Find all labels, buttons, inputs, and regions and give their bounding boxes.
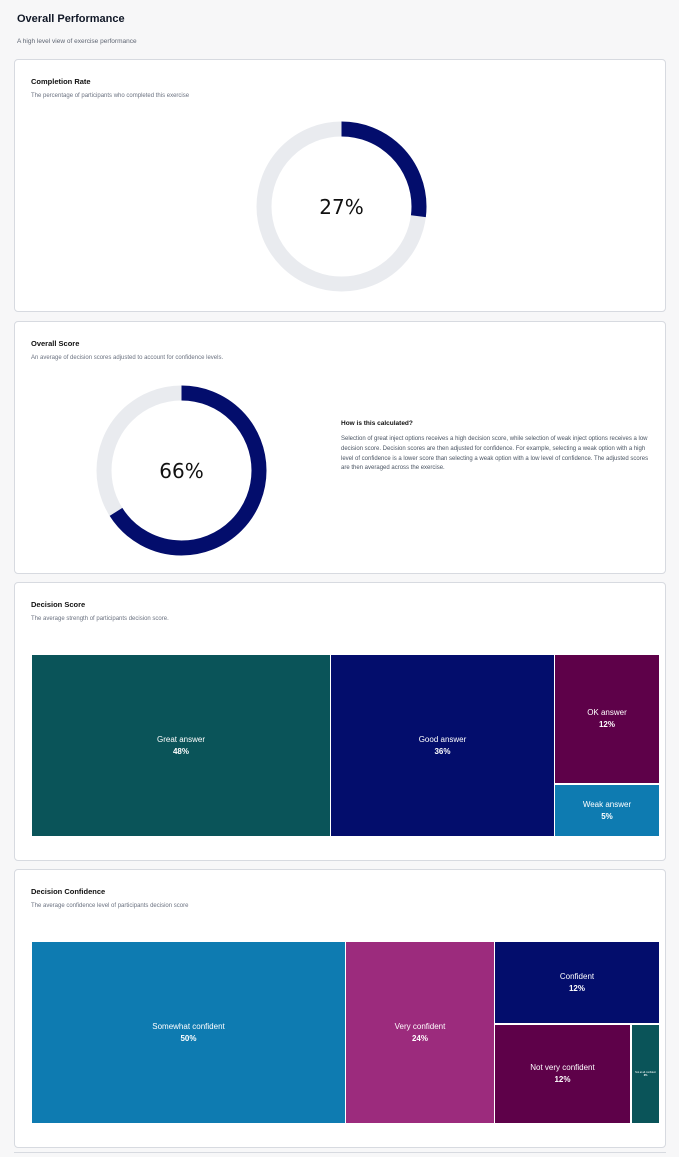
tile-ok-answer[interactable]: OK answer 12% [555,655,659,783]
page-header: Overall Performance A high level view of… [17,12,657,46]
tile-very-confident[interactable]: Very confident 24% [346,942,494,1123]
tile-percent: 48% [172,746,189,756]
tile-percent: 24% [411,1033,428,1043]
tile-label: Somewhat confident [152,1021,225,1031]
tile-label: Not at all confident [635,1070,656,1074]
page-title: Overall Performance [17,13,125,25]
decision-confidence-treemap: Somewhat confident 50% Very confident 24… [32,942,659,1123]
tile-percent: 50% [180,1033,197,1043]
completion-rate-card: Completion Rate The percentage of partic… [14,59,666,312]
tile-confident[interactable]: Confident 12% [495,942,659,1023]
tile-label: Very confident [394,1021,446,1031]
overall-score-donut-chart [96,385,267,556]
calculation-explanation: How is this calculated? Selection of gre… [341,419,655,474]
tile-percent: 5% [601,811,613,821]
tile-label: Confident [559,971,595,981]
tile-great-answer[interactable]: Great answer 48% [32,655,330,836]
overall-score-subtitle: An average of decision scores adjusted t… [31,355,224,361]
completion-rate-value: 27% [319,194,364,219]
tile-label: Weak answer [582,799,632,809]
completion-rate-arc [256,121,427,292]
tile-label: Not very confident [530,1063,595,1072]
overall-score-card: Overall Score An average of decision sco… [14,321,666,574]
tile-not-at-all-confident[interactable]: Not at all confident 3% [632,1025,659,1123]
overall-score-arc [96,385,267,556]
decision-confidence-subtitle: The average confidence level of particip… [31,903,189,909]
tile-percent: 36% [434,746,451,756]
tile-somewhat-confident[interactable]: Somewhat confident 50% [32,942,345,1123]
overall-score-value: 66% [159,458,204,483]
completion-rate-title: Completion Rate [31,77,91,86]
decision-score-title: Decision Score [31,600,86,609]
tile-label: OK answer [587,708,627,717]
decision-score-card: Decision Score The average strength of p… [14,582,666,861]
decision-score-subtitle: The average strength of participants dec… [31,616,169,622]
next-card-edge [14,1152,666,1157]
tile-not-very-confident[interactable]: Not very confident 12% [495,1025,630,1123]
tile-percent: 12% [598,720,615,729]
tile-percent: 12% [568,983,585,993]
completion-rate-donut: 27% [256,121,427,292]
explanation-title: How is this calculated? [341,420,413,427]
decision-confidence-card: Decision Confidence The average confiden… [14,869,666,1148]
tile-label: Good answer [418,734,467,744]
explanation-body: Selection of great inject options receiv… [341,436,649,472]
completion-rate-subtitle: The percentage of participants who compl… [31,93,190,99]
page-subtitle: A high level view of exercise performanc… [17,38,137,45]
tile-percent: 3% [643,1074,648,1077]
overall-score-donut: 66% [96,385,267,556]
tile-label: Great answer [156,734,206,744]
decision-confidence-title: Decision Confidence [31,887,106,896]
overall-score-title: Overall Score [31,339,80,348]
tile-weak-answer[interactable]: Weak answer 5% [555,785,659,836]
tile-percent: 12% [554,1075,571,1084]
completion-rate-donut-chart [256,121,427,292]
tile-good-answer[interactable]: Good answer 36% [331,655,554,836]
decision-score-treemap: Great answer 48% Good answer 36% OK answ… [32,655,659,836]
